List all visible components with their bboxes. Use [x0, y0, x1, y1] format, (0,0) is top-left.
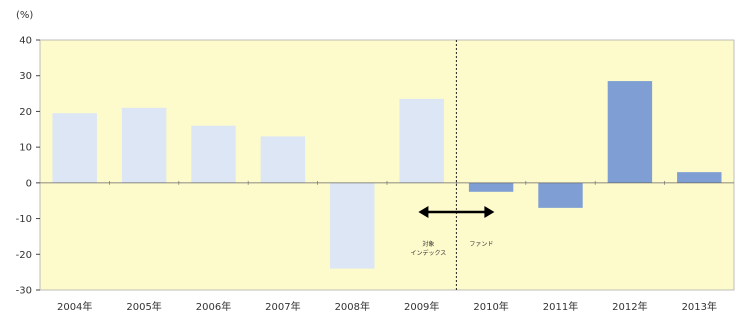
y-tick-label: 0: [26, 178, 32, 189]
bar-2013年: [677, 172, 722, 183]
bar-2012年: [607, 81, 653, 183]
x-tick-label: 2012年: [612, 300, 647, 313]
bar-2010年: [468, 182, 514, 192]
arrow-head-right: [484, 206, 495, 218]
annotation-right: ファンド: [469, 241, 493, 248]
bar-2004年: [52, 113, 97, 183]
x-tick-label: 2009年: [404, 300, 439, 313]
annotation-left-line: 対象: [422, 240, 434, 248]
annotation-left-line: インデックス: [410, 249, 446, 257]
y-tick-label: 40: [19, 36, 32, 47]
y-axis-unit-label: (%): [16, 10, 33, 21]
x-tick-label: 2006年: [196, 300, 231, 313]
x-tick-label: 2011年: [543, 300, 578, 313]
x-tick-label: 2013年: [682, 300, 717, 313]
y-tick-label: -20: [16, 250, 32, 261]
bar-2008年: [330, 182, 375, 269]
bar-2009年: [399, 98, 444, 183]
x-tick-label: 2008年: [335, 300, 370, 313]
double-arrow-icon: [418, 206, 495, 218]
y-tick-label: 20: [19, 107, 32, 118]
x-tick-label: 2010年: [473, 300, 508, 313]
bars: [52, 81, 722, 269]
x-tick-label: 2005年: [126, 300, 161, 313]
y-tick-label: 10: [19, 143, 32, 154]
bar-2005年: [121, 107, 167, 183]
y-tick-label: -10: [16, 214, 32, 225]
x-tick-label: 2004年: [57, 300, 92, 313]
x-tick-labels: 2004年 2005年 2006年 2007年 2008年 2009年 2010年 2011年…: [57, 300, 717, 313]
y-tick-labels: 40 30 20 10 0 -10 -20 -30: [16, 36, 32, 297]
y-tick-label: -30: [16, 286, 32, 297]
y-tick-label: 30: [19, 71, 32, 82]
arrow-head-left: [418, 206, 429, 218]
x-tick-label: 2007年: [265, 300, 300, 313]
bar-2011年: [538, 182, 583, 208]
bar-2006年: [191, 125, 236, 183]
bar-2007年: [260, 136, 306, 183]
